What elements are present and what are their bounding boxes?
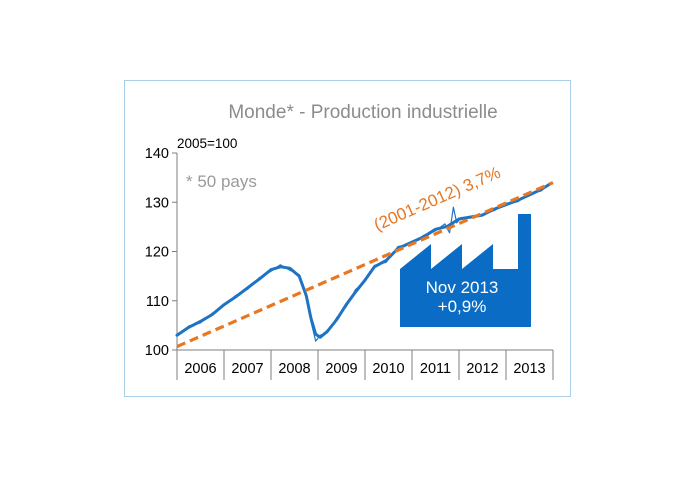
y-tick-label: 120 (145, 245, 169, 261)
series-line-smoothed (175, 183, 551, 339)
x-tick-label: 2007 (231, 361, 263, 377)
chart-area: Monde* - Production industrielle 2005=10… (145, 102, 554, 380)
base-note: 2005=100 (177, 136, 237, 151)
callout-line1: Nov 2013 (426, 278, 499, 297)
y-tick-labels: 100 110 120 130 140 (145, 146, 177, 359)
x-tick-label: 2010 (372, 361, 404, 377)
chart-frame: Monde* - Production industrielle 2005=10… (124, 80, 571, 397)
x-tick-label: 2011 (420, 361, 451, 377)
x-tick-labels: 2006 2007 2008 2009 2010 2011 2012 2013 (184, 361, 545, 377)
callout-line2: +0,9% (438, 297, 487, 316)
x-tick-label: 2009 (325, 361, 357, 377)
trend-line (176, 181, 554, 349)
x-tick-label: 2013 (513, 361, 545, 377)
y-tick-label: 110 (146, 294, 169, 310)
chart-title: Monde* - Production industrielle (228, 102, 497, 123)
y-tick-label: 140 (145, 146, 169, 162)
footnote: * 50 pays (186, 172, 257, 191)
x-tick-label: 2008 (278, 361, 310, 377)
y-tick-label: 130 (145, 195, 169, 211)
trend-label: (2001-2012) 3,7% (371, 163, 503, 235)
x-tick-label: 2006 (184, 361, 216, 377)
x-tick-label: 2012 (466, 361, 498, 377)
y-tick-label: 100 (145, 343, 169, 359)
factory-icon (400, 214, 531, 327)
